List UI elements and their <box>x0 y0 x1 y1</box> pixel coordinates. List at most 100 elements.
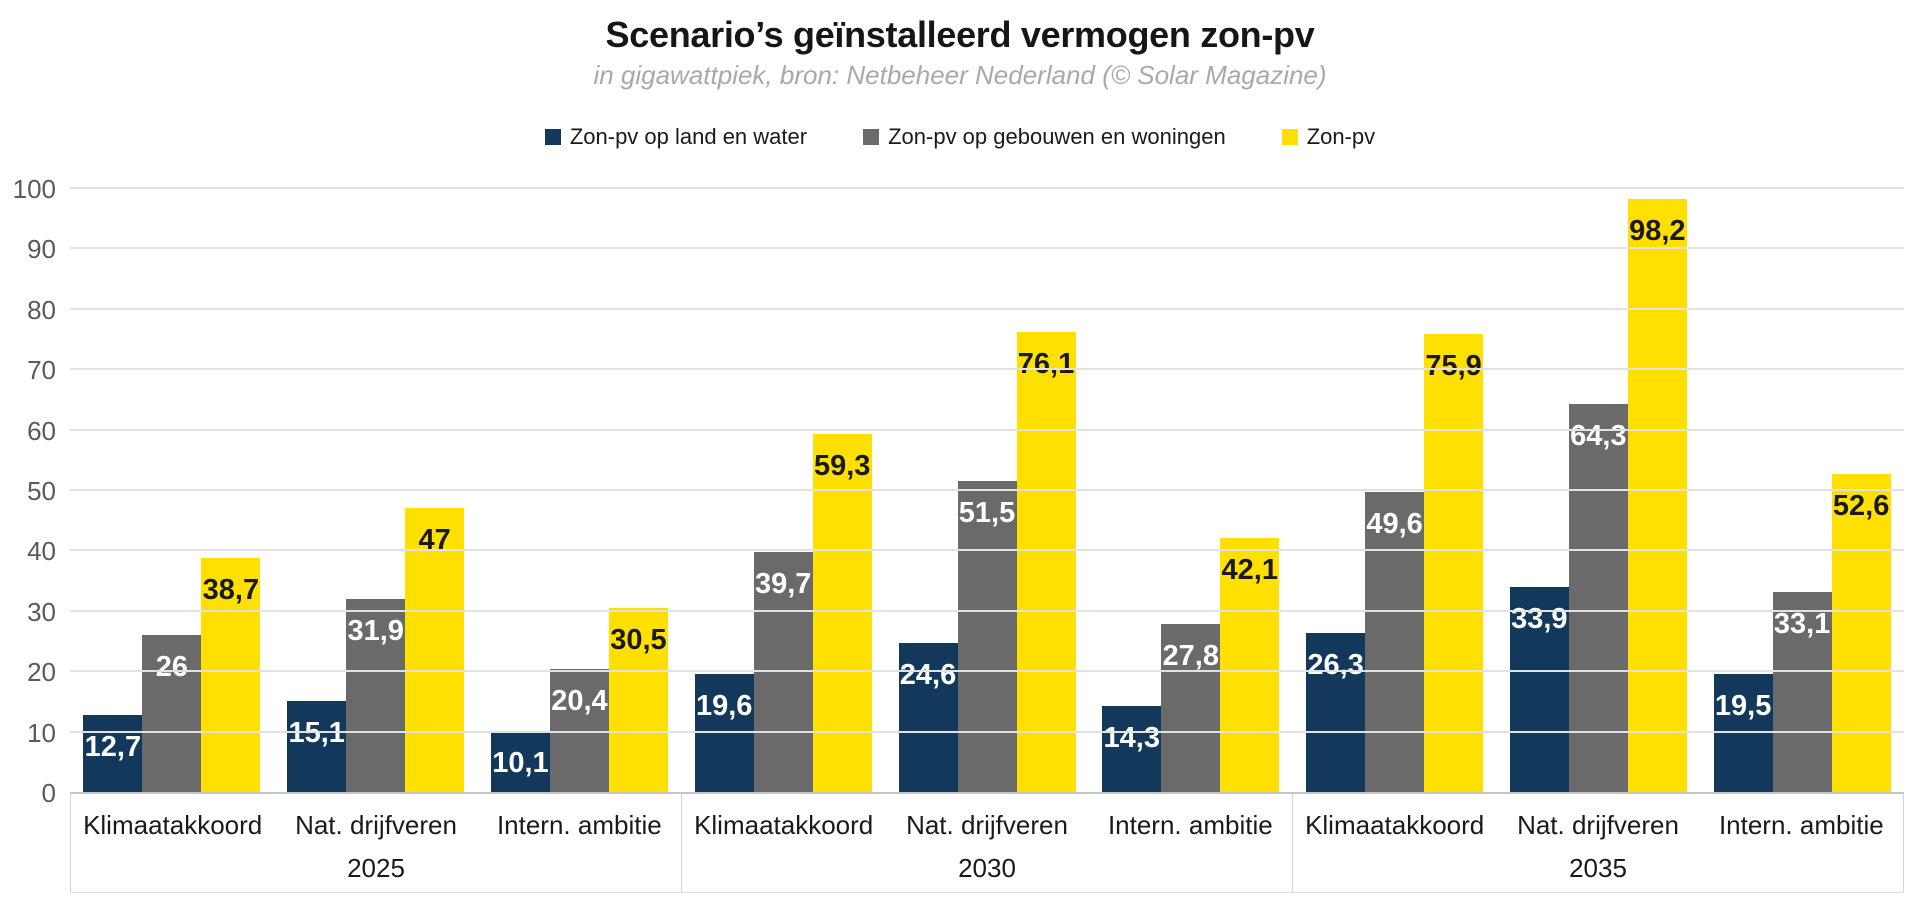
y-axis-tick-label: 20 <box>27 657 56 688</box>
x-axis-scenario-row: Klimaatakkoord Nat. drijfveren Intern. amb… <box>1293 810 1903 841</box>
chart-subtitle: in gigawattpiek, bron: Netbeheer Nederla… <box>593 60 1327 90</box>
bar-zon-pv: 59,3 <box>812 433 872 792</box>
bar-zon-pv-op-gebouwen-en-woningen: 27,8 <box>1161 624 1221 792</box>
bar-zon-pv: 76,1 <box>1016 332 1076 792</box>
bar-cluster: 12,7 26 38,7 <box>83 558 261 792</box>
y-axis-tick-label: 30 <box>27 596 56 627</box>
legend-label: Zon-pv <box>1306 124 1376 149</box>
gridline-100 <box>70 187 1904 189</box>
gridline-70 <box>70 368 1904 371</box>
category-slot: 14,3 27,8 42,1 <box>1089 188 1293 792</box>
bar-value-label: 19,5 <box>1714 690 1772 723</box>
x-axis-scenario-label: Nat. drijfveren <box>1517 810 1679 840</box>
chart-title: Scenario’s geïnstalleerd vermogen zon-pv <box>605 14 1315 55</box>
bar-group-2035: 26,3 49,6 75,9 33,9 64,3 98,2 19,5 33,1 52,6 <box>1293 188 1904 792</box>
bar-zon-pv-op-gebouwen-en-woningen: 49,6 <box>1365 492 1425 792</box>
gridline-60 <box>70 428 1904 431</box>
bar-zon-pv-op-land-en-water: 15,1 <box>287 700 347 792</box>
bar-cluster: 10,1 20,4 30,5 <box>490 607 668 792</box>
x-axis-year-label: 2030 <box>958 853 1016 883</box>
y-axis-tick-label: 10 <box>27 717 56 748</box>
bar-cluster: 24,6 51,5 76,1 <box>898 332 1076 792</box>
bar-zon-pv-op-land-en-water: 19,6 <box>694 673 754 792</box>
bar-zon-pv-op-gebouwen-en-woningen: 33,1 <box>1772 592 1832 792</box>
bar-zon-pv: 42,1 <box>1220 537 1280 792</box>
category-slot: 19,5 33,1 52,6 <box>1700 188 1904 792</box>
bar-zon-pv: 47 <box>405 508 465 792</box>
x-axis-group-2035: Klimaatakkoord Nat. drijfveren Intern. amb… <box>1293 794 1904 892</box>
legend-swatch-zon-pv-op-gebouwen-en-woningen <box>863 129 880 145</box>
y-axis-tick-label: 70 <box>27 355 56 386</box>
y-axis-tick-label: 80 <box>27 294 56 325</box>
gridline-40 <box>70 549 1904 552</box>
bar-value-label: 24,6 <box>899 659 957 692</box>
x-axis-year-label: 2025 <box>347 853 405 883</box>
y-axis-tick-label: 90 <box>27 234 56 265</box>
x-axis-scenario-row: Klimaatakkoord Nat. drijfveren Intern. amb… <box>71 810 681 841</box>
legend-item-zon-pv: Zon-pv <box>1281 124 1376 150</box>
legend-swatch-zon-pv <box>1281 129 1298 145</box>
bar-zon-pv-op-gebouwen-en-woningen: 20,4 <box>549 668 609 792</box>
bar-cluster: 33,9 64,3 98,2 <box>1509 198 1687 792</box>
bar-value-label: 30,5 <box>610 623 667 656</box>
bar-value-label: 15,1 <box>288 716 345 749</box>
bar-zon-pv-op-land-en-water: 24,6 <box>898 643 958 792</box>
x-axis-scenario-label: Intern. ambitie <box>496 810 662 840</box>
legend-item-zon-pv-op-gebouwen-en-woningen: Zon-pv op gebouwen en woningen <box>863 124 1226 150</box>
bar-value-label: 33,1 <box>1773 608 1831 641</box>
bar-value-label: 38,7 <box>202 574 260 607</box>
bar-group-2025: 12,7 26 38,7 15,1 31,9 47 10,1 20,4 30,5 <box>70 188 681 792</box>
gridline-80 <box>70 307 1904 310</box>
legend-swatch-zon-pv-op-land-en-water <box>544 129 561 145</box>
category-slot: 26,3 49,6 75,9 <box>1293 188 1497 792</box>
x-axis: Klimaatakkoord Nat. drijfveren Intern. amb… <box>70 792 1904 893</box>
bar-value-label: 51,5 <box>958 496 1016 529</box>
bar-cluster: 19,6 39,7 59,3 <box>694 433 872 792</box>
bar-zon-pv-op-land-en-water: 26,3 <box>1306 633 1366 792</box>
gridline-30 <box>70 609 1904 612</box>
bar-value-label: 52,6 <box>1832 490 1890 523</box>
x-axis-scenario-label: Nat. drijfveren <box>295 810 457 840</box>
gridline-20 <box>70 670 1904 673</box>
category-slot: 12,7 26 38,7 <box>70 188 274 792</box>
bar-zon-pv-op-land-en-water: 14,3 <box>1102 705 1162 792</box>
x-axis-scenario-label: Intern. ambitie <box>1107 810 1273 840</box>
bar-zon-pv-op-gebouwen-en-woningen: 31,9 <box>346 599 406 792</box>
bar-zon-pv: 98,2 <box>1627 198 1687 792</box>
legend-label: Zon-pv op land en water <box>569 124 808 149</box>
plot-area: 12,7 26 38,7 15,1 31,9 47 10,1 20,4 30,5 19,6 39,7… <box>13 174 1904 808</box>
category-slot: 15,1 31,9 47 <box>274 188 478 792</box>
bar-zon-pv-op-gebouwen-en-woningen: 26 <box>142 634 202 792</box>
y-axis-tick-label: 50 <box>27 476 56 506</box>
bar-value-label: 98,2 <box>1629 214 1686 247</box>
x-axis-group-2025: Klimaatakkoord Nat. drijfveren Intern. amb… <box>70 794 682 892</box>
x-axis-scenario-label: Intern. ambitie <box>1718 810 1884 840</box>
bar-value-label: 14,3 <box>1103 721 1161 754</box>
bar-groups: 12,7 26 38,7 15,1 31,9 47 10,1 20,4 30,5 19,6 39,7… <box>70 188 1904 792</box>
x-axis-scenario-row: Klimaatakkoord Nat. drijfveren Intern. amb… <box>682 810 1292 841</box>
bar-cluster: 14,3 27,8 42,1 <box>1102 537 1280 792</box>
bar-value-label: 31,9 <box>347 615 404 648</box>
y-axis-tick-label: 0 <box>41 778 56 808</box>
x-axis-scenario-label: Nat. drijfveren <box>906 810 1068 840</box>
bar-zon-pv-op-land-en-water: 33,9 <box>1509 587 1569 792</box>
bar-value-label: 64,3 <box>1570 419 1627 452</box>
x-axis-group-2030: Klimaatakkoord Nat. drijfveren Intern. amb… <box>682 794 1293 892</box>
bar-value-label: 75,9 <box>1425 349 1482 382</box>
legend-label: Zon-pv op gebouwen en woningen <box>888 124 1226 149</box>
bar-value-label: 33,9 <box>1511 603 1568 636</box>
legend: Zon-pv op land en water Zon-pv op gebouwe… <box>0 124 1920 150</box>
gridline-10 <box>70 730 1904 733</box>
bar-value-label: 12,7 <box>84 731 142 764</box>
bar-group-2030: 19,6 39,7 59,3 24,6 51,5 76,1 14,3 27,8 42,1 <box>681 188 1292 792</box>
bar-zon-pv: 30,5 <box>608 607 668 792</box>
x-axis-scenario-label: Klimaatakkoord <box>694 810 874 840</box>
gridline-90 <box>70 247 1904 250</box>
category-slot: 10,1 20,4 30,5 <box>478 188 682 792</box>
bar-cluster: 26,3 49,6 75,9 <box>1306 333 1484 792</box>
bar-value-label: 49,6 <box>1366 508 1423 541</box>
bar-value-label: 26 <box>155 650 189 683</box>
bar-value-label: 47 <box>418 524 451 557</box>
x-axis-scenario-label: Klimaatakkoord <box>1305 810 1485 840</box>
